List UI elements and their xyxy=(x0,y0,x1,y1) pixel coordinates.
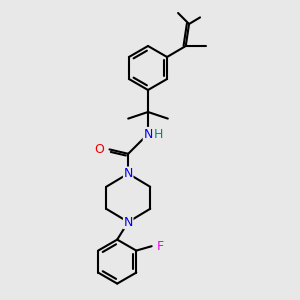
Text: F: F xyxy=(157,240,164,253)
Text: N: N xyxy=(124,167,133,180)
Text: N: N xyxy=(143,128,153,140)
Text: N: N xyxy=(124,215,133,229)
Text: O: O xyxy=(94,143,104,156)
Text: H: H xyxy=(153,128,163,140)
